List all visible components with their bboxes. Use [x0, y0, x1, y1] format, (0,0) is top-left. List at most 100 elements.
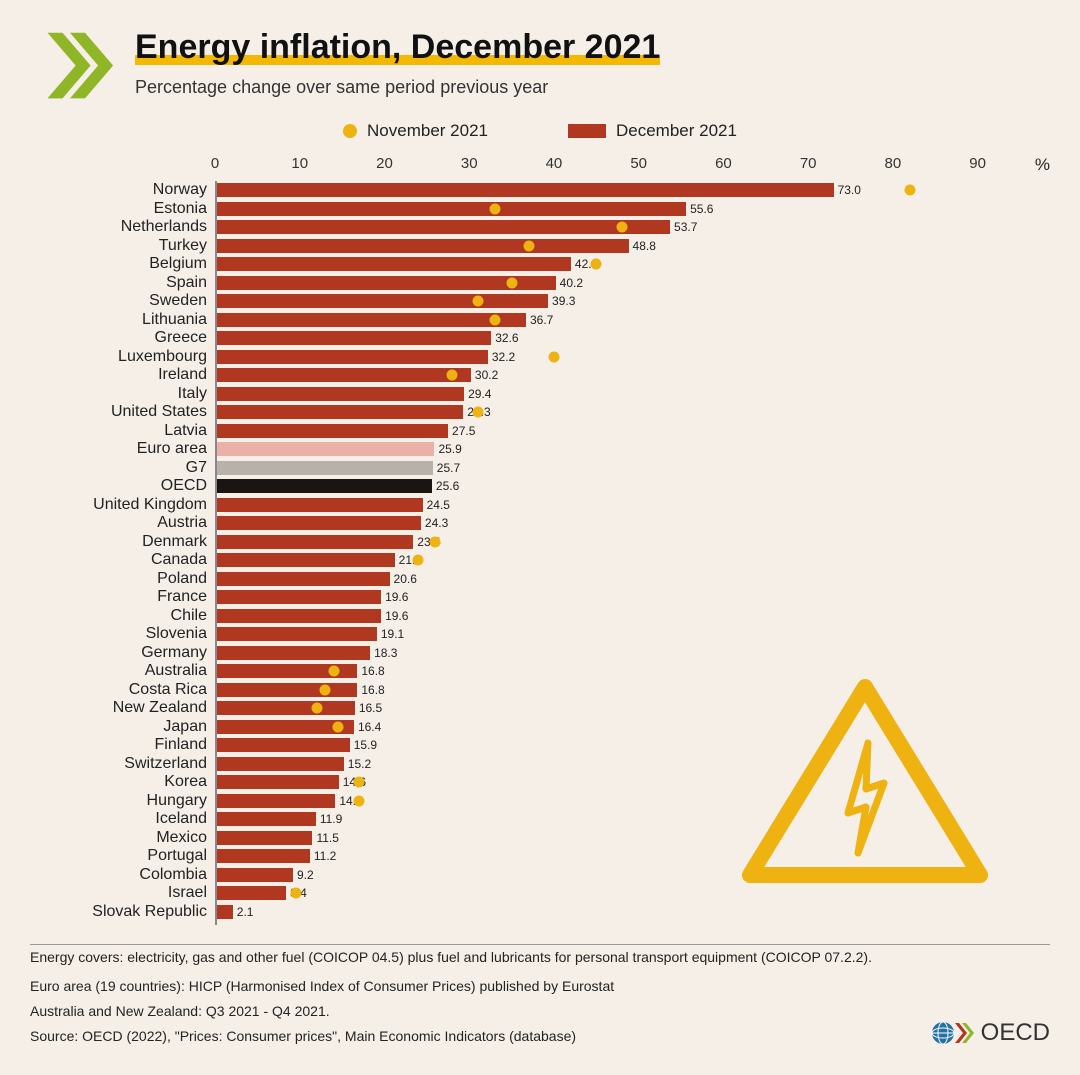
bar-row: Norway73.0 [10, 181, 1020, 200]
bar-value-label: 15.2 [348, 757, 371, 771]
december-bar: 30.2 [215, 368, 471, 382]
legend-bar-icon [568, 124, 606, 138]
november-marker [413, 555, 424, 566]
bar-row: Greece32.6 [10, 329, 1020, 348]
bar-row: OECD25.6 [10, 477, 1020, 496]
bar-track: 19.6 [215, 607, 1020, 626]
page-title: Energy inflation, December 2021 [135, 28, 660, 67]
bar-track: 32.6 [215, 329, 1020, 348]
bar-track: 24.5 [215, 496, 1020, 515]
country-label: Colombia [10, 866, 215, 884]
country-label: New Zealand [10, 699, 215, 717]
bar-track: 19.1 [215, 625, 1020, 644]
country-label: Korea [10, 773, 215, 791]
bar-track: 25.7 [215, 459, 1020, 478]
country-label: United States [10, 403, 215, 421]
country-label: Hungary [10, 792, 215, 810]
country-label: Austria [10, 514, 215, 532]
bar-value-label: 16.5 [359, 701, 382, 715]
bar-value-label: 36.7 [530, 313, 553, 327]
country-label: G7 [10, 459, 215, 477]
country-label: Germany [10, 644, 215, 662]
x-tick: 30 [461, 155, 478, 172]
country-label: Portugal [10, 847, 215, 865]
november-marker [591, 259, 602, 270]
december-bar: 11.9 [215, 812, 316, 826]
bar-track: 25.9 [215, 440, 1020, 459]
country-label: United Kingdom [10, 496, 215, 514]
bar-row: Spain40.2 [10, 274, 1020, 293]
bar-value-label: 16.4 [358, 720, 381, 734]
bar-value-label: 25.9 [438, 442, 461, 456]
country-label: Italy [10, 385, 215, 403]
december-bar: 23.4 [215, 535, 413, 549]
bar-row: G725.7 [10, 459, 1020, 478]
country-label: Slovak Republic [10, 903, 215, 921]
bar-row: Chile19.6 [10, 607, 1020, 626]
header: Energy inflation, December 2021 Percenta… [0, 0, 1080, 103]
bar-row: Austria24.3 [10, 514, 1020, 533]
country-label: Israel [10, 884, 215, 902]
december-bar: 24.3 [215, 516, 421, 530]
bar-track: 2.1 [215, 903, 1020, 922]
country-label: Poland [10, 570, 215, 588]
november-marker [328, 666, 339, 677]
footnote-aus: Australia and New Zealand: Q3 2021 - Q4 … [30, 1001, 1050, 1022]
x-tick: 70 [800, 155, 817, 172]
december-bar: 55.6 [215, 202, 686, 216]
bar-value-label: 19.1 [381, 627, 404, 641]
country-label: Iceland [10, 810, 215, 828]
bar-track: 36.7 [215, 311, 1020, 330]
bar-row: Denmark23.4 [10, 533, 1020, 552]
bar-row: Germany18.3 [10, 644, 1020, 663]
december-bar: 16.8 [215, 683, 357, 697]
december-bar: 16.5 [215, 701, 355, 715]
december-bar: 9.2 [215, 868, 293, 882]
bar-value-label: 53.7 [674, 220, 697, 234]
december-bar: 32.6 [215, 331, 491, 345]
bar-value-label: 9.2 [297, 868, 314, 882]
december-bar: 19.6 [215, 590, 381, 604]
december-bar: 39.3 [215, 294, 548, 308]
november-marker [472, 407, 483, 418]
country-label: OECD [10, 477, 215, 495]
november-marker [506, 277, 517, 288]
bar-row: Italy29.4 [10, 385, 1020, 404]
bar-row: Estonia55.6 [10, 200, 1020, 219]
november-marker [489, 314, 500, 325]
x-tick: 0 [211, 155, 219, 172]
december-bar: 73.0 [215, 183, 834, 197]
bar-value-label: 73.0 [838, 183, 861, 197]
november-marker [489, 203, 500, 214]
bar-value-label: 15.9 [354, 738, 377, 752]
x-tick: 90 [969, 155, 986, 172]
country-label: Canada [10, 551, 215, 569]
country-label: Mexico [10, 829, 215, 847]
oecd-footer-logo: OECD [931, 1015, 1050, 1051]
december-bar: 11.2 [215, 849, 310, 863]
december-bar: 32.2 [215, 350, 488, 364]
country-label: France [10, 588, 215, 606]
december-bar: 24.5 [215, 498, 423, 512]
country-label: Norway [10, 181, 215, 199]
country-label: Finland [10, 736, 215, 754]
bar-row: Canada21.2 [10, 551, 1020, 570]
bar-track: 39.3 [215, 292, 1020, 311]
november-marker [320, 684, 331, 695]
country-label: Sweden [10, 292, 215, 310]
country-label: Lithuania [10, 311, 215, 329]
bar-value-label: 39.3 [552, 294, 575, 308]
x-tick: 10 [291, 155, 308, 172]
bar-track: 29.4 [215, 385, 1020, 404]
bar-value-label: 20.6 [394, 572, 417, 586]
december-bar: 19.1 [215, 627, 377, 641]
bar-value-label: 16.8 [361, 664, 384, 678]
bar-row: Slovak Republic2.1 [10, 903, 1020, 922]
november-marker [430, 536, 441, 547]
legend: November 2021 December 2021 [0, 121, 1080, 141]
december-bar: 18.3 [215, 646, 370, 660]
bar-row: Ireland30.2 [10, 366, 1020, 385]
december-bar: 36.7 [215, 313, 526, 327]
bar-row: Poland 20.6 [10, 570, 1020, 589]
december-bar: 25.9 [215, 442, 434, 456]
